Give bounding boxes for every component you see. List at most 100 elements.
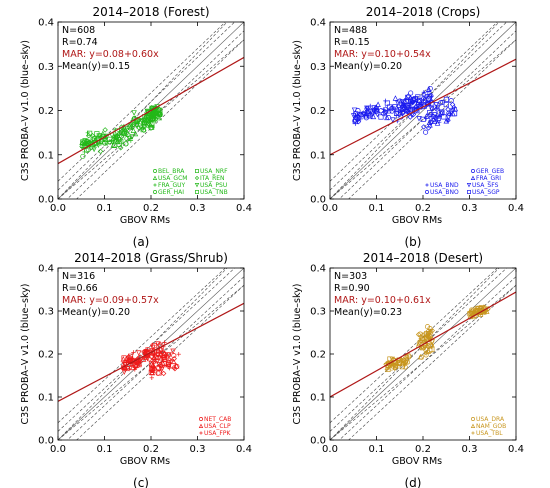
data-point: [149, 124, 155, 130]
data-point: [118, 145, 124, 151]
reference-lines: [330, 22, 516, 199]
stat-mean: Mean(y)=0.15: [62, 61, 130, 72]
x-tick-label: 0.4: [236, 203, 252, 214]
x-tick-label: 0.3: [190, 203, 206, 214]
data-point: [194, 183, 200, 188]
data-point: [428, 343, 435, 350]
data-point: [422, 340, 428, 346]
data-point: [350, 113, 357, 119]
mar-regression-line: [58, 302, 244, 402]
legend-entry: USA_CLP: [204, 423, 231, 430]
chart-title: 2014–2018 (Crops): [366, 5, 481, 19]
data-point: [131, 110, 137, 116]
data-point: [415, 331, 422, 338]
data-point: [385, 107, 392, 114]
data-point: [425, 190, 429, 194]
legend-entry: NAM_GOB: [476, 423, 506, 430]
data-point: [392, 364, 398, 370]
data-point: [116, 135, 123, 142]
chart-panel: 2014–2018 (Forest) 0.0 0.1 0.2 0.3 0.4 0.0 0.1 0…: [20, 5, 252, 249]
data-point: [116, 141, 122, 147]
y-tick-label: 0.1: [310, 150, 326, 161]
data-point: [405, 108, 412, 115]
data-point: [384, 114, 390, 121]
y-tick-label: 0.4: [38, 18, 54, 29]
data-point: [429, 341, 435, 348]
data-point: [85, 132, 92, 139]
data-point: [421, 90, 427, 95]
data-point: [171, 353, 177, 359]
data-point: [142, 350, 148, 356]
data-point: [363, 115, 369, 121]
data-point: [87, 130, 93, 136]
data-point: [445, 106, 451, 113]
chart-panel: 2014–2018 (Desert) 0.0 0.1 0.2 0.3 0.4 0.0 0.1 0…: [292, 251, 524, 488]
stat-mean: Mean(y)=0.20: [62, 307, 130, 318]
data-point: [162, 340, 167, 345]
legend-entry: FRA_GUY: [158, 182, 186, 189]
legend-entry: USA_TBL: [476, 430, 503, 437]
panel-label: (d): [405, 476, 422, 488]
data-point: [413, 96, 419, 102]
data-point: [136, 350, 142, 356]
data-point: [82, 149, 87, 155]
legend-entry: USA_PSU: [200, 182, 227, 189]
data-point: [392, 104, 398, 110]
data-point: [396, 109, 401, 115]
data-point: [140, 120, 147, 127]
uncertainty-line: [330, 22, 498, 182]
data-point: [407, 94, 414, 101]
y-tick-label: 0.0: [38, 436, 54, 447]
data-point: [397, 107, 404, 113]
x-axis-label: GBOV RMs: [392, 215, 442, 226]
data-point: [427, 94, 433, 100]
data-point: [393, 363, 399, 369]
data-point: [373, 104, 379, 110]
data-point: [418, 336, 424, 341]
data-point: [95, 142, 102, 149]
data-point: [153, 190, 157, 194]
y-tick-label: 0.2: [38, 106, 54, 117]
data-point: [155, 341, 161, 347]
data-point: [149, 121, 155, 127]
data-point: [170, 348, 176, 355]
data-point: [130, 127, 137, 133]
data-point: [423, 97, 429, 103]
data-point: [143, 117, 150, 123]
data-point: [428, 93, 434, 99]
data-point: [434, 120, 441, 126]
data-point: [140, 356, 147, 362]
y-tick-label: 0.3: [38, 307, 54, 318]
data-point: [404, 353, 410, 359]
uncertainty-line: [348, 39, 516, 199]
data-point: [113, 134, 119, 141]
data-point: [423, 334, 429, 340]
uncertainty-line: [330, 268, 498, 424]
chart-title: 2014–2018 (Forest): [92, 5, 209, 19]
legend-entry: USA_BND: [430, 182, 459, 189]
data-point: [434, 106, 440, 112]
data-point: [438, 110, 445, 117]
y-tick-label: 0.3: [38, 62, 54, 73]
legend-entry: USA_BNO: [430, 189, 459, 196]
uncertainty-line: [58, 22, 236, 191]
stat-mean: Mean(y)=0.23: [334, 307, 402, 318]
data-point: [391, 362, 397, 368]
y-tick-label: 0.1: [310, 393, 326, 404]
data-point: [91, 146, 97, 153]
data-point: [427, 98, 434, 105]
stat-r: R=0.66: [62, 283, 98, 294]
data-point: [420, 116, 426, 122]
data-point: [435, 115, 442, 121]
data-point: [386, 115, 392, 121]
data-point: [416, 116, 422, 122]
data-point: [151, 364, 158, 371]
data-point: [157, 355, 163, 361]
y-tick-label: 0.0: [310, 195, 326, 206]
data-point: [396, 359, 403, 366]
data-point: [150, 110, 156, 117]
y-tick-label: 0.2: [310, 350, 326, 361]
stat-mar: MAR: y=0.08+0.60x: [62, 49, 159, 60]
stat-mar: MAR: y=0.10+0.54x: [334, 49, 431, 60]
